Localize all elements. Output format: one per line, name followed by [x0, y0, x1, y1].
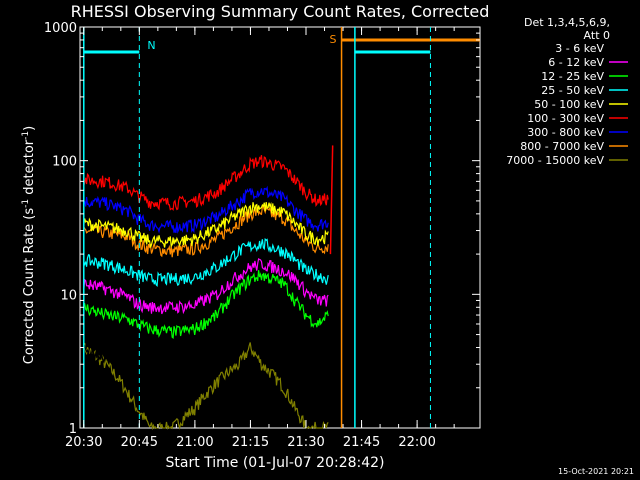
- legend-label: 300 - 800 keV: [527, 126, 604, 139]
- y-tick-label: 1: [69, 422, 77, 437]
- y-tick-label: 10: [60, 288, 77, 303]
- plot-frame: [79, 26, 481, 429]
- series-line: [83, 201, 329, 248]
- series-line: [83, 342, 329, 431]
- legend-header: Det 1,3,4,5,6,9,: [524, 16, 610, 29]
- y-axis-label-sup1: -1: [21, 199, 31, 208]
- saa-label: S: [330, 33, 337, 46]
- y-axis-label-sup2: -1: [21, 131, 31, 140]
- y-axis-label-end: ): [22, 126, 37, 131]
- plot-border: [79, 26, 481, 429]
- series-line: [83, 270, 329, 340]
- legend-header: Att 0: [584, 29, 610, 42]
- x-tick-label: 20:30: [65, 435, 102, 450]
- x-tick-label: 21:15: [232, 435, 269, 450]
- night-label: N: [147, 39, 155, 52]
- footer-date: 15-Oct-2021 20:21: [558, 467, 634, 476]
- legend-label: 25 - 50 keV: [541, 84, 604, 97]
- series-line: [83, 257, 329, 315]
- legend-label: 12 - 25 keV: [541, 70, 604, 83]
- legend-label: 50 - 100 keV: [534, 98, 604, 111]
- legend-label: 6 - 12 keV: [548, 56, 604, 69]
- series-line: [83, 155, 329, 211]
- spike-line: [329, 145, 334, 255]
- chart-title: RHESSI Observing Summary Count Rates, Co…: [71, 2, 490, 21]
- legend-label: 7000 - 15000 keV: [506, 154, 604, 167]
- legend-label: 3 - 6 keV: [555, 42, 604, 55]
- x-tick-label: 21:00: [176, 435, 213, 450]
- y-axis-label-part1: Corrected Count Rate (s: [22, 208, 37, 365]
- series-layer: [83, 145, 334, 431]
- series-line: [83, 282, 329, 374]
- x-tick-label: 22:00: [398, 435, 435, 450]
- y-axis-label-mid: detector: [22, 139, 37, 199]
- legend-label: 100 - 300 keV: [527, 112, 604, 125]
- series-line: [83, 237, 329, 288]
- legend-label: 800 - 7000 keV: [520, 140, 604, 153]
- y-tick-label: 100: [52, 155, 77, 170]
- y-tick-label: 1000: [44, 21, 77, 36]
- y-axis-label: Corrected Count Rate (s-1 detector-1): [21, 126, 37, 364]
- x-tick-label: 21:30: [287, 435, 324, 450]
- axes-layer: 20:30 20:45 21:00 21:15 21:30 21:45 22:00 1000 1…: [44, 21, 480, 450]
- x-axis-label: Start Time (01-Jul-07 20:28:42): [165, 455, 384, 471]
- x-tick-label: 21:45: [343, 435, 380, 450]
- x-tick-label: 20:45: [121, 435, 158, 450]
- series-line: [83, 185, 329, 234]
